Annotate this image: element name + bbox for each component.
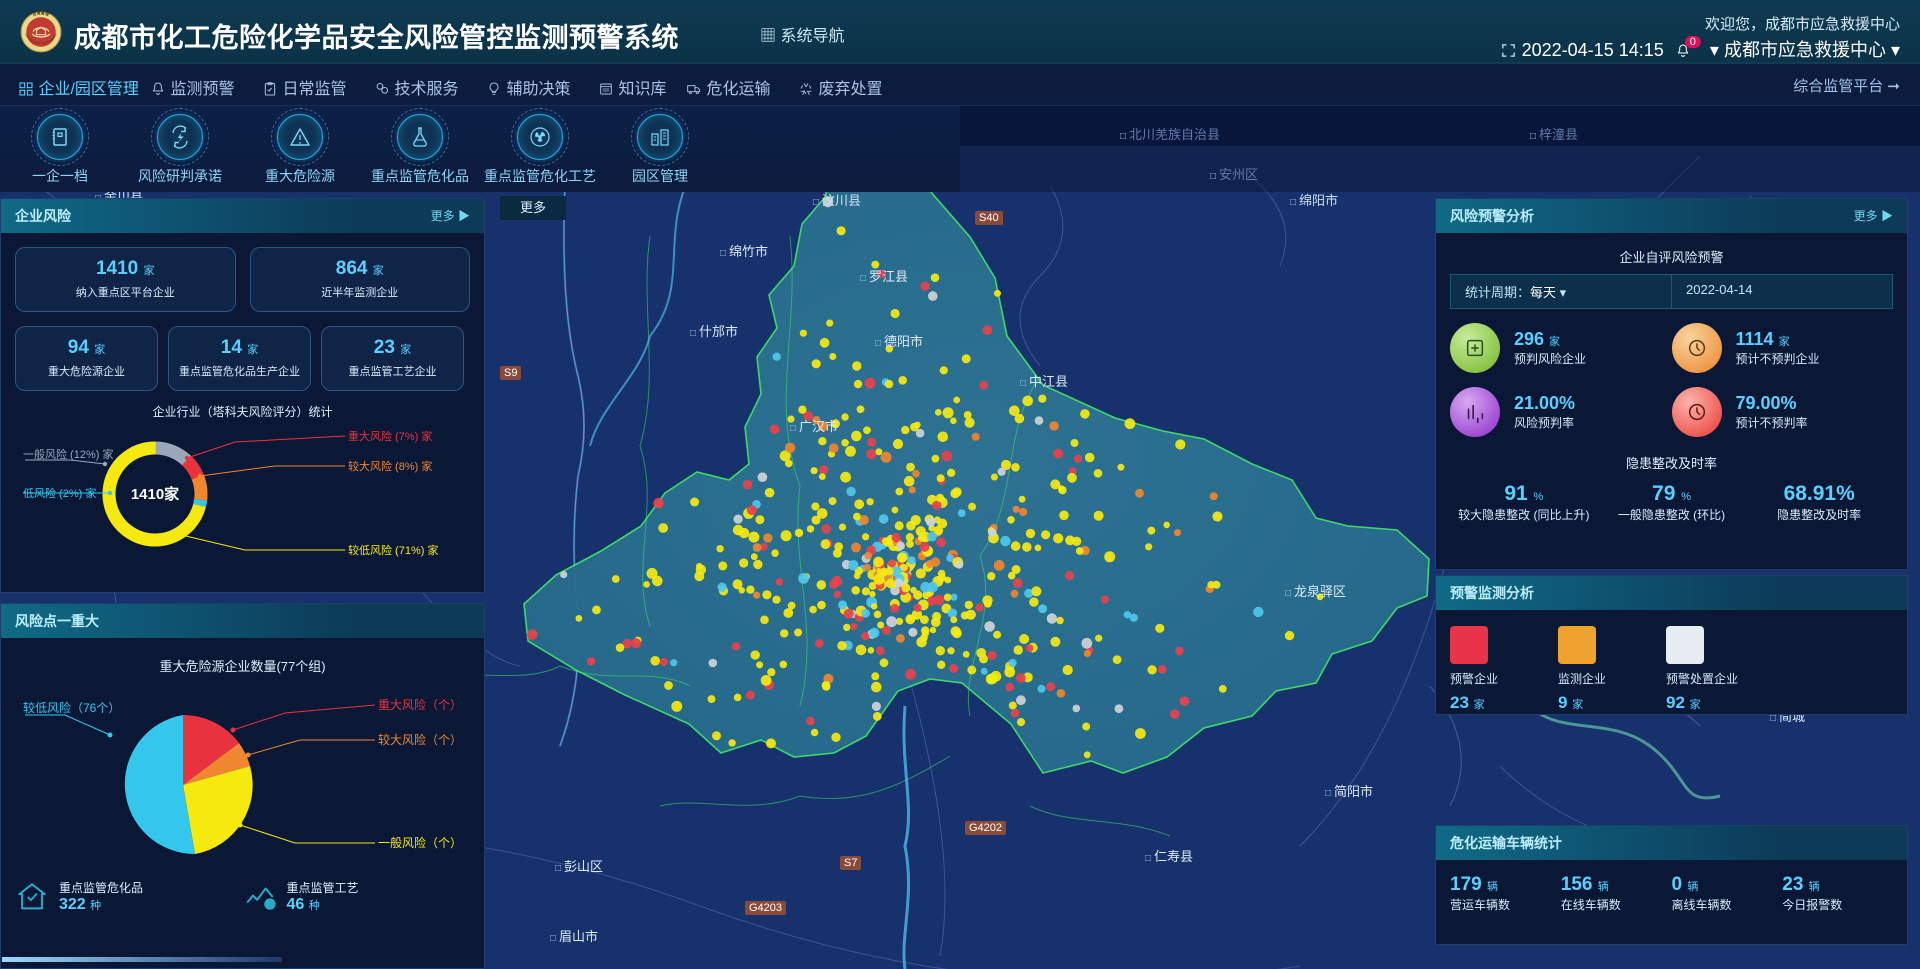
svg-text:一般风险 (12%) 家: 一般风险 (12%) 家 — [23, 447, 113, 461]
svg-text:较低风险 (71%) 家: 较低风险 (71%) 家 — [348, 543, 438, 557]
svg-text:低风险 (2%) 家: 低风险 (2%) 家 — [23, 486, 96, 500]
svg-text:较大风险 (8%) 家: 较大风险 (8%) 家 — [348, 459, 432, 473]
svg-text:重大风险（个）: 重大风险（个） — [378, 697, 462, 712]
svg-text:一般风险（个）: 一般风险（个） — [378, 835, 462, 850]
svg-text:较低风险（76个）: 较低风险（76个） — [23, 700, 120, 715]
svg-text:重大风险 (7%) 家: 重大风险 (7%) 家 — [348, 429, 432, 443]
svg-text:1410家: 1410家 — [131, 485, 179, 503]
svg-text:较大风险（个）: 较大风险（个） — [378, 732, 462, 747]
